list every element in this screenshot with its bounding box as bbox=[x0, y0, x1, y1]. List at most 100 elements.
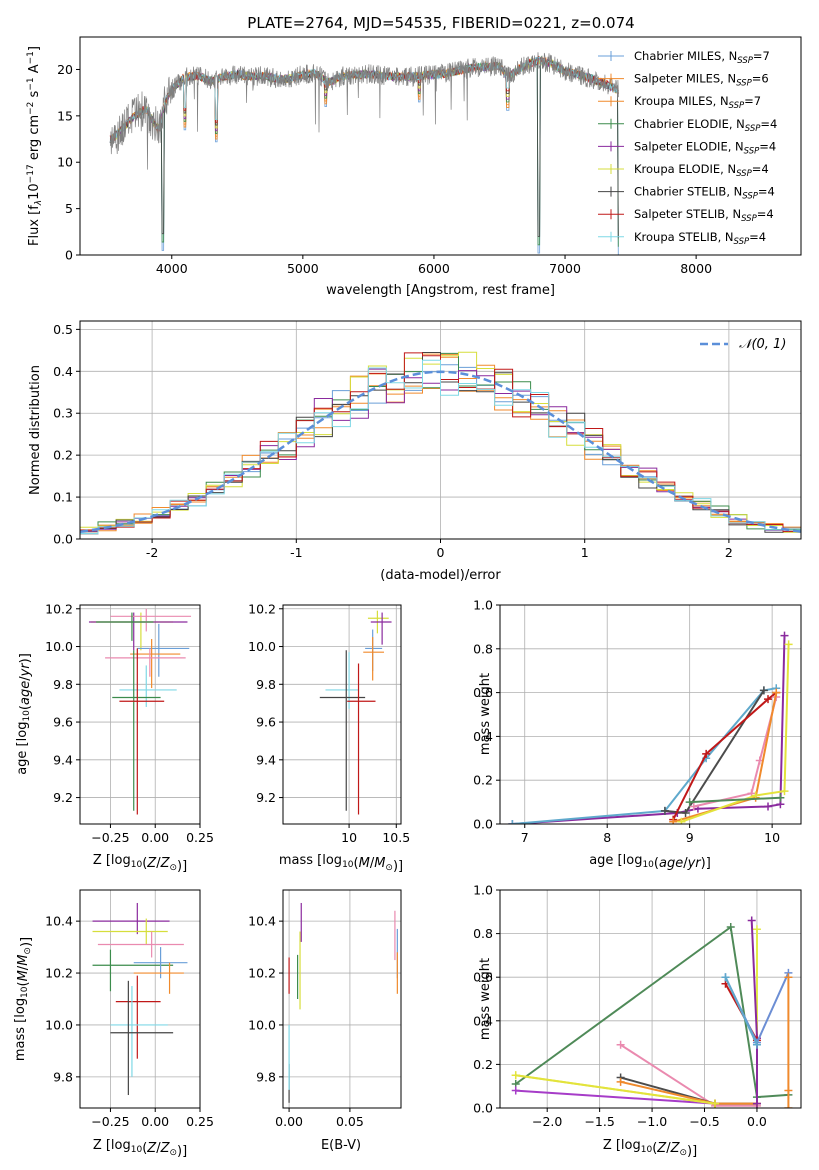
legend-entry: Salpeter MILES, NSSP=6 bbox=[634, 72, 769, 89]
axes-mass_vs_ebv: 0.00 0.05 9.8 10.0 10.2 10.4 bbox=[248, 890, 401, 1129]
histogram-step bbox=[80, 359, 801, 539]
y-tick-label: 10.0 bbox=[45, 1017, 73, 1032]
weight-line bbox=[689, 796, 781, 804]
x-tick-label: -2 bbox=[146, 545, 158, 560]
weight-marker bbox=[681, 809, 690, 818]
y-tick-label: 0.3 bbox=[53, 406, 73, 421]
legend-entry: Chabrier ELODIE, NSSP=4 bbox=[634, 117, 777, 134]
x-tick-label: −2.0 bbox=[532, 1114, 562, 1129]
axes-age_vs_mass: 10 10.5 9.2 9.4 9.6 9.8 10.0 10.2 bbox=[248, 601, 410, 845]
x-tick-label: 6000 bbox=[418, 261, 450, 276]
x-tick-label: 10 bbox=[341, 830, 357, 845]
y-tick-label: 0 bbox=[65, 248, 73, 263]
weight-marker bbox=[677, 817, 686, 824]
residuals-frame bbox=[79, 320, 802, 540]
age_vs_Z-frame bbox=[79, 604, 201, 825]
observed-spectrum-line bbox=[110, 52, 620, 170]
x-tick-label: 4000 bbox=[156, 261, 188, 276]
x-tick-label: −0.25 bbox=[91, 1114, 129, 1129]
axes-spectrum: 4000 5000 6000 7000 8000 0 5 10 15 20 bbox=[57, 62, 712, 276]
weight_vs_Z-frame bbox=[499, 889, 802, 1109]
weight-vs-age-ylabel: mass weight bbox=[478, 673, 493, 755]
x-tick-label: 10 bbox=[764, 830, 780, 845]
axes-weight_vs_Z: −2.0 −1.5 −1.0 −0.5 0.0 0.0 0.2 0.4 0.6 0.8 1.0 bbox=[473, 883, 801, 1129]
weight-marker bbox=[726, 923, 735, 932]
y-tick-label: 0.6 bbox=[473, 685, 493, 700]
y-tick-label: 0.5 bbox=[53, 322, 73, 337]
weight-vs-Z-xlabel: Z [log10(Z/Z⊙)] bbox=[603, 1138, 697, 1159]
weight-marker bbox=[784, 640, 793, 649]
mass-vs-Z-ylabel: mass [log10(M/M⊙)] bbox=[13, 937, 34, 1061]
weight-marker bbox=[784, 1086, 793, 1095]
weight-marker bbox=[616, 1077, 625, 1086]
weight-marker bbox=[511, 1086, 520, 1095]
y-tick-label: 1.0 bbox=[473, 598, 493, 613]
legend-normal-label: 𝒩(0, 1) bbox=[739, 337, 786, 352]
residuals-xlabel: (data-model)/error bbox=[380, 568, 501, 583]
age-vs-Z-ylabel: age [log10(age/yr)] bbox=[15, 653, 33, 775]
weight-marker bbox=[764, 802, 773, 811]
weight-marker bbox=[752, 1099, 761, 1108]
weight-marker bbox=[780, 787, 789, 796]
legend-entry: Salpeter STELIB, NSSP=4 bbox=[634, 207, 774, 224]
spectrum-frame bbox=[79, 36, 802, 256]
y-tick-label: 9.8 bbox=[256, 677, 276, 692]
y-tick-label: 10.0 bbox=[45, 639, 73, 654]
y-tick-label: 10.0 bbox=[248, 639, 276, 654]
residuals-ylabel: Normed distribution bbox=[28, 365, 43, 495]
errorbars-mass_vs_ebv bbox=[288, 902, 398, 1103]
y-tick-label: 0.0 bbox=[53, 532, 73, 547]
weight-vs-age-xlabel: age [log10(age/yr)] bbox=[589, 853, 711, 871]
weight-marker bbox=[689, 802, 698, 811]
y-tick-label: 10.2 bbox=[45, 601, 73, 616]
weight-marker bbox=[784, 1104, 793, 1108]
mass_vs_ebv-frame bbox=[282, 889, 402, 1109]
y-tick-label: 5 bbox=[65, 201, 73, 216]
x-tick-label: 7 bbox=[521, 830, 529, 845]
y-tick-label: 20 bbox=[57, 62, 73, 77]
y-tick-label: 0.2 bbox=[473, 773, 493, 788]
y-tick-label: 10.2 bbox=[248, 601, 276, 616]
x-tick-label: 8000 bbox=[680, 261, 712, 276]
weight-lines-weight_vs_Z bbox=[511, 916, 793, 1108]
x-tick-label: 0.00 bbox=[275, 1114, 303, 1129]
x-tick-label: −0.25 bbox=[91, 830, 129, 845]
x-tick-label: -1 bbox=[290, 545, 302, 560]
weight-line bbox=[512, 635, 786, 824]
y-tick-label: 9.8 bbox=[53, 1069, 73, 1084]
y-tick-label: 0.0 bbox=[473, 817, 493, 832]
y-tick-label: 0.8 bbox=[473, 926, 493, 941]
x-tick-label: 0.25 bbox=[186, 1114, 214, 1129]
weight-marker bbox=[759, 686, 768, 695]
y-tick-label: 10 bbox=[57, 155, 73, 170]
x-tick-label: 7000 bbox=[549, 261, 581, 276]
weight-marker bbox=[660, 806, 669, 815]
y-tick-label: 10.4 bbox=[45, 914, 73, 929]
legend-entry: Salpeter ELODIE, NSSP=4 bbox=[634, 139, 776, 156]
y-tick-label: 10.4 bbox=[248, 914, 276, 929]
y-tick-label: 9.2 bbox=[256, 790, 276, 805]
y-tick-label: 0.0 bbox=[473, 1101, 493, 1116]
weight-marker bbox=[780, 631, 789, 640]
y-tick-label: 9.6 bbox=[256, 715, 276, 730]
y-tick-label: 0.8 bbox=[473, 641, 493, 656]
y-tick-label: 15 bbox=[57, 108, 73, 123]
weight-line bbox=[515, 1074, 716, 1105]
weight-marker bbox=[685, 798, 694, 807]
weight-marker bbox=[616, 1040, 625, 1049]
x-tick-label: −1.5 bbox=[584, 1114, 614, 1129]
y-tick-label: 10.2 bbox=[45, 966, 73, 981]
legend-entry: Chabrier MILES, NSSP=7 bbox=[634, 49, 770, 66]
legend-entry: Kroupa STELIB, NSSP=4 bbox=[634, 230, 766, 247]
y-tick-label: 9.8 bbox=[53, 677, 73, 692]
mass-vs-ebv-xlabel: E(B-V) bbox=[321, 1138, 361, 1153]
axes-age_vs_Z: −0.25 0.00 0.25 9.2 9.4 9.6 9.8 10.0 10.2 bbox=[45, 601, 214, 845]
y-tick-label: 10.0 bbox=[248, 1017, 276, 1032]
weight-line bbox=[681, 644, 790, 823]
weight-marker bbox=[752, 1040, 761, 1049]
spectrum-legend: Chabrier MILES, NSSP=7 Salpeter MILES, NS… bbox=[598, 49, 777, 247]
x-tick-label: 0.05 bbox=[336, 1114, 364, 1129]
y-tick-label: 1.0 bbox=[473, 883, 493, 898]
weight-marker bbox=[721, 973, 730, 982]
